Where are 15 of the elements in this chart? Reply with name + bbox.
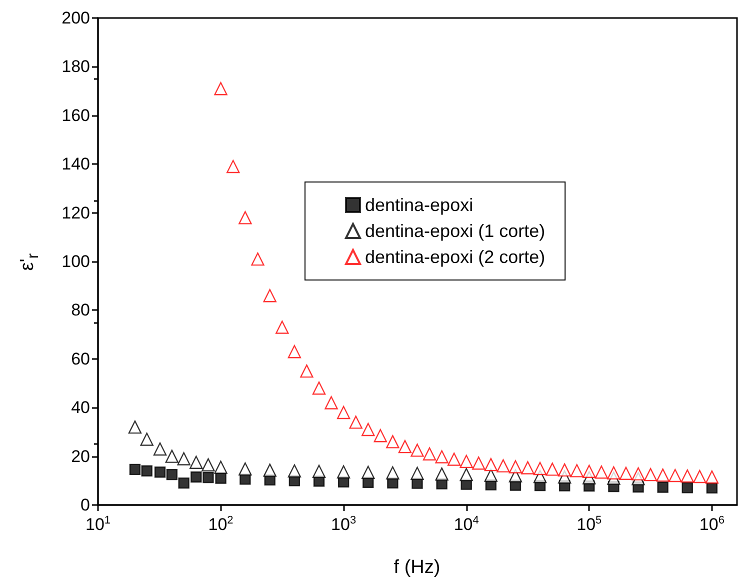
legend-label: dentina-epoxi (2 corte): [365, 247, 546, 267]
y-tick-label: 200: [62, 8, 90, 28]
y-tick-label: 80: [71, 300, 90, 320]
y-tick-label: 60: [71, 349, 90, 368]
x-axis-title: f (Hz): [394, 557, 440, 579]
y-tick-label: 0: [80, 496, 90, 514]
y-tick-label: 20: [71, 446, 90, 466]
y-tick-label: 180: [62, 57, 90, 76]
legend-label: dentina-epoxi: [365, 195, 474, 215]
y-tick-label: 100: [62, 252, 90, 271]
y-tick-label: 40: [71, 398, 90, 418]
legend-label: dentina-epoxi (1 corte): [365, 221, 546, 241]
y-tick-label: 140: [62, 154, 90, 174]
y-tick-label: 120: [62, 203, 90, 222]
y-tick-label: 160: [62, 106, 90, 125]
